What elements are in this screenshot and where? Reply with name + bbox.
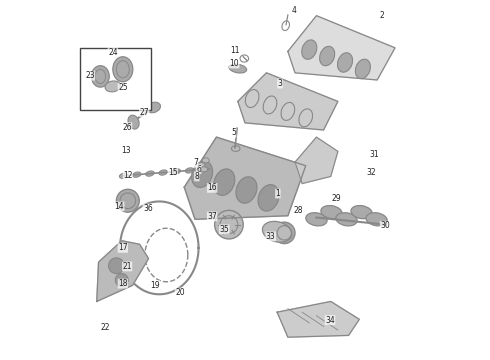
Text: 8: 8 — [195, 172, 199, 181]
Text: 6: 6 — [196, 165, 201, 174]
Ellipse shape — [202, 158, 209, 163]
Text: 17: 17 — [118, 243, 127, 252]
Text: 15: 15 — [168, 168, 178, 177]
Circle shape — [273, 222, 295, 244]
Text: 27: 27 — [140, 108, 149, 117]
Polygon shape — [277, 301, 359, 337]
Ellipse shape — [263, 221, 292, 242]
Text: 1: 1 — [275, 189, 280, 198]
Ellipse shape — [319, 46, 335, 66]
Bar — [80, 48, 151, 111]
Ellipse shape — [366, 213, 387, 226]
Ellipse shape — [198, 162, 205, 167]
Text: 16: 16 — [207, 183, 217, 192]
Text: 4: 4 — [292, 6, 297, 15]
Polygon shape — [184, 137, 306, 219]
Text: 32: 32 — [366, 168, 375, 177]
Ellipse shape — [172, 169, 180, 174]
Text: 14: 14 — [115, 202, 124, 211]
Ellipse shape — [321, 206, 342, 219]
Ellipse shape — [198, 167, 207, 172]
Text: 31: 31 — [369, 150, 379, 159]
Text: 25: 25 — [118, 83, 127, 92]
Text: 26: 26 — [122, 123, 132, 132]
Ellipse shape — [214, 169, 235, 195]
Polygon shape — [97, 241, 148, 301]
Ellipse shape — [336, 213, 357, 226]
Ellipse shape — [132, 172, 141, 177]
Text: 21: 21 — [122, 262, 132, 271]
Text: 35: 35 — [220, 225, 229, 234]
Text: 24: 24 — [108, 48, 118, 57]
Ellipse shape — [105, 81, 121, 92]
Text: 11: 11 — [230, 46, 240, 55]
Polygon shape — [238, 73, 338, 130]
Ellipse shape — [258, 185, 279, 211]
Text: 34: 34 — [325, 315, 335, 324]
Text: 13: 13 — [122, 146, 131, 155]
Text: 33: 33 — [266, 232, 275, 241]
Text: 28: 28 — [293, 206, 303, 215]
Ellipse shape — [302, 40, 317, 59]
Text: 30: 30 — [380, 221, 390, 230]
Text: 3: 3 — [277, 79, 282, 88]
Text: 22: 22 — [100, 323, 110, 332]
Polygon shape — [295, 137, 338, 184]
Ellipse shape — [355, 59, 370, 78]
Text: 29: 29 — [331, 194, 341, 203]
Ellipse shape — [306, 213, 327, 226]
Text: 18: 18 — [118, 279, 127, 288]
Ellipse shape — [120, 173, 128, 178]
Text: 7: 7 — [193, 158, 198, 167]
Text: 5: 5 — [231, 129, 236, 138]
Text: 12: 12 — [123, 171, 133, 180]
Ellipse shape — [351, 206, 372, 219]
Ellipse shape — [229, 64, 246, 73]
Text: 37: 37 — [207, 212, 217, 221]
Circle shape — [215, 210, 243, 239]
Text: 19: 19 — [150, 280, 160, 289]
Circle shape — [115, 274, 128, 287]
Ellipse shape — [236, 177, 257, 203]
Ellipse shape — [338, 53, 353, 72]
Text: 23: 23 — [85, 71, 95, 80]
Text: 36: 36 — [143, 204, 153, 213]
Text: 2: 2 — [379, 11, 384, 20]
Circle shape — [109, 258, 124, 274]
Ellipse shape — [200, 167, 207, 172]
Circle shape — [117, 189, 139, 212]
Ellipse shape — [128, 115, 139, 129]
Ellipse shape — [159, 170, 167, 175]
Ellipse shape — [192, 161, 213, 188]
Ellipse shape — [146, 171, 154, 176]
Ellipse shape — [185, 168, 194, 173]
Polygon shape — [288, 16, 395, 80]
Ellipse shape — [113, 57, 133, 82]
Text: 20: 20 — [175, 288, 185, 297]
Ellipse shape — [147, 102, 161, 113]
Ellipse shape — [92, 66, 109, 87]
Text: 10: 10 — [229, 59, 239, 68]
